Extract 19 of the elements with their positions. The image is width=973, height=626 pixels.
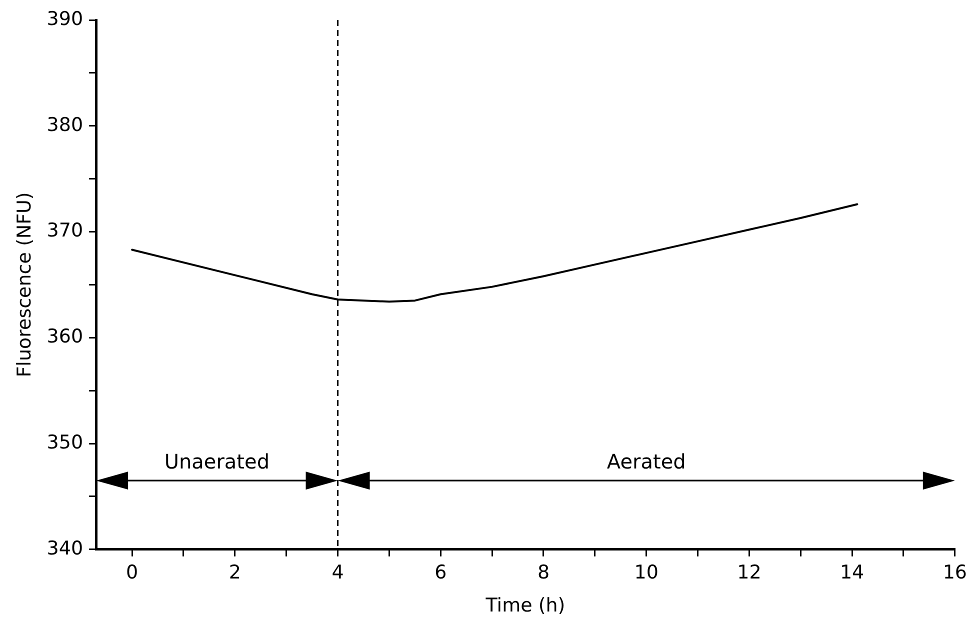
x-tick-label: 16 xyxy=(942,562,968,584)
x-tick-label: 12 xyxy=(737,562,762,584)
y-tick-label: 370 xyxy=(46,220,84,242)
y-tick-label: 360 xyxy=(46,326,84,348)
y-tick-label: 380 xyxy=(46,114,84,136)
y-tick-label: 390 xyxy=(46,8,84,30)
annotation: Unaerated xyxy=(164,450,270,474)
x-tick-label: 6 xyxy=(434,562,447,584)
x-tick-label: 0 xyxy=(126,562,138,584)
x-tick-label: 2 xyxy=(228,562,241,584)
x-tick-label: 4 xyxy=(332,562,344,584)
y-tick-label: 350 xyxy=(46,431,84,454)
x-tick-label: 14 xyxy=(840,562,864,584)
y-axis-title: Fluorescence (NFU) xyxy=(13,192,36,378)
x-axis-title: Time (h) xyxy=(484,594,566,617)
y-tick-label: 340 xyxy=(46,537,84,560)
x-tick-label: 8 xyxy=(537,562,550,584)
x-tick-label: 10 xyxy=(634,562,658,584)
annotation: Aerated xyxy=(606,450,686,474)
